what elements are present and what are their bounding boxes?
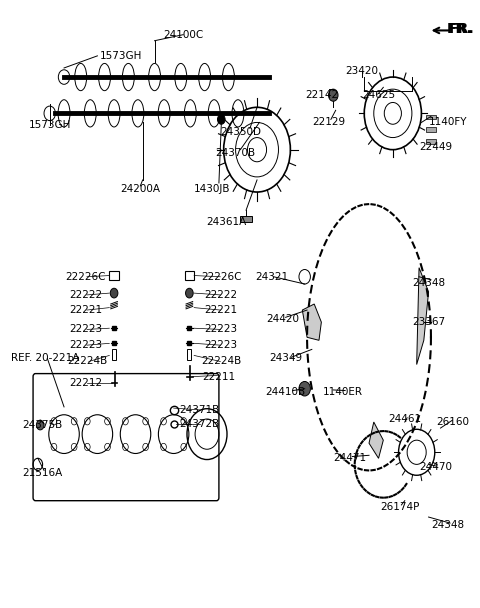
Text: 22221: 22221 (205, 305, 238, 315)
Text: 1140ER: 1140ER (323, 387, 363, 397)
Bar (185, 271, 194, 280)
Text: 24100C: 24100C (163, 30, 204, 40)
Bar (240, 216, 252, 223)
Bar (426, 126, 436, 131)
Text: 24371B: 24371B (180, 405, 220, 415)
Text: 21516A: 21516A (23, 468, 63, 478)
Text: 22222: 22222 (205, 290, 238, 300)
Circle shape (110, 288, 118, 298)
Text: REF. 20-221A: REF. 20-221A (11, 353, 79, 364)
Polygon shape (417, 268, 429, 365)
Text: 24420: 24420 (267, 314, 300, 324)
Text: 24370B: 24370B (216, 148, 256, 157)
Text: 1430JB: 1430JB (193, 184, 230, 194)
Text: 24348: 24348 (412, 278, 445, 288)
Text: 26160: 26160 (436, 417, 469, 427)
Circle shape (328, 89, 338, 102)
Text: 22224B: 22224B (68, 356, 108, 367)
Text: 22449: 22449 (419, 142, 452, 151)
Text: 24470: 24470 (419, 463, 452, 472)
Text: 22223: 22223 (205, 340, 238, 350)
Text: 24461: 24461 (388, 414, 421, 424)
Text: 24410B: 24410B (265, 387, 306, 397)
Circle shape (217, 114, 225, 124)
Text: FR.: FR. (449, 22, 475, 36)
Text: 22226C: 22226C (201, 272, 241, 282)
Text: 22221: 22221 (69, 305, 102, 315)
Bar (426, 114, 436, 119)
Text: 22223: 22223 (69, 340, 102, 350)
Text: 24625: 24625 (362, 90, 395, 100)
Text: 22129: 22129 (312, 117, 345, 128)
Text: 24375B: 24375B (23, 420, 63, 430)
Bar (426, 139, 436, 143)
Text: 24471: 24471 (334, 454, 367, 463)
Text: FR.: FR. (447, 22, 472, 36)
Text: 22222: 22222 (69, 290, 102, 300)
Text: 1573GH: 1573GH (100, 51, 143, 61)
Text: 22212: 22212 (69, 378, 102, 388)
Text: 24349: 24349 (269, 353, 302, 364)
Text: 26174P: 26174P (380, 502, 420, 512)
Text: 22226C: 22226C (65, 272, 106, 282)
Text: 22211: 22211 (203, 371, 236, 382)
Text: 22224B: 22224B (201, 356, 241, 367)
Text: 1573GH: 1573GH (29, 120, 71, 131)
Text: 24372B: 24372B (180, 419, 220, 429)
Text: 1140FY: 1140FY (428, 117, 467, 128)
Text: 24321: 24321 (255, 272, 288, 282)
Bar (187, 350, 191, 361)
Text: 24348: 24348 (431, 520, 464, 530)
Text: 22223: 22223 (205, 325, 238, 334)
Bar (112, 350, 117, 361)
Circle shape (299, 381, 311, 396)
Circle shape (186, 288, 193, 298)
Text: 23367: 23367 (412, 317, 445, 327)
Text: 22223: 22223 (69, 325, 102, 334)
Bar (109, 271, 119, 280)
Text: 24200A: 24200A (120, 184, 160, 194)
Circle shape (36, 420, 44, 430)
Text: 24350D: 24350D (220, 126, 261, 137)
Text: 23420: 23420 (346, 66, 378, 76)
Polygon shape (369, 422, 384, 458)
Polygon shape (302, 304, 322, 340)
Text: 24361A: 24361A (206, 217, 246, 227)
Text: 22142: 22142 (305, 90, 338, 100)
